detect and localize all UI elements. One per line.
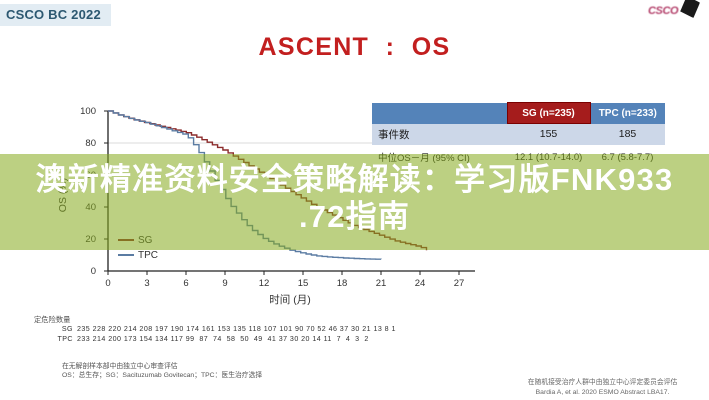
svg-text:0: 0 xyxy=(105,278,110,289)
svg-text:TPC: TPC xyxy=(138,250,158,261)
svg-text:21: 21 xyxy=(376,278,387,289)
svg-text:18: 18 xyxy=(337,278,348,289)
svg-text:15: 15 xyxy=(298,278,309,289)
svg-text:100: 100 xyxy=(80,106,96,117)
svg-text:时间 (月): 时间 (月) xyxy=(269,293,310,306)
svg-text:12: 12 xyxy=(259,278,270,289)
svg-text:24: 24 xyxy=(415,278,426,289)
svg-text:9: 9 xyxy=(222,278,227,289)
svg-text:80: 80 xyxy=(85,138,96,149)
svg-text:0: 0 xyxy=(91,266,96,277)
svg-text:3: 3 xyxy=(144,278,149,289)
svg-text:27: 27 xyxy=(454,278,465,289)
svg-text:6: 6 xyxy=(183,278,188,289)
